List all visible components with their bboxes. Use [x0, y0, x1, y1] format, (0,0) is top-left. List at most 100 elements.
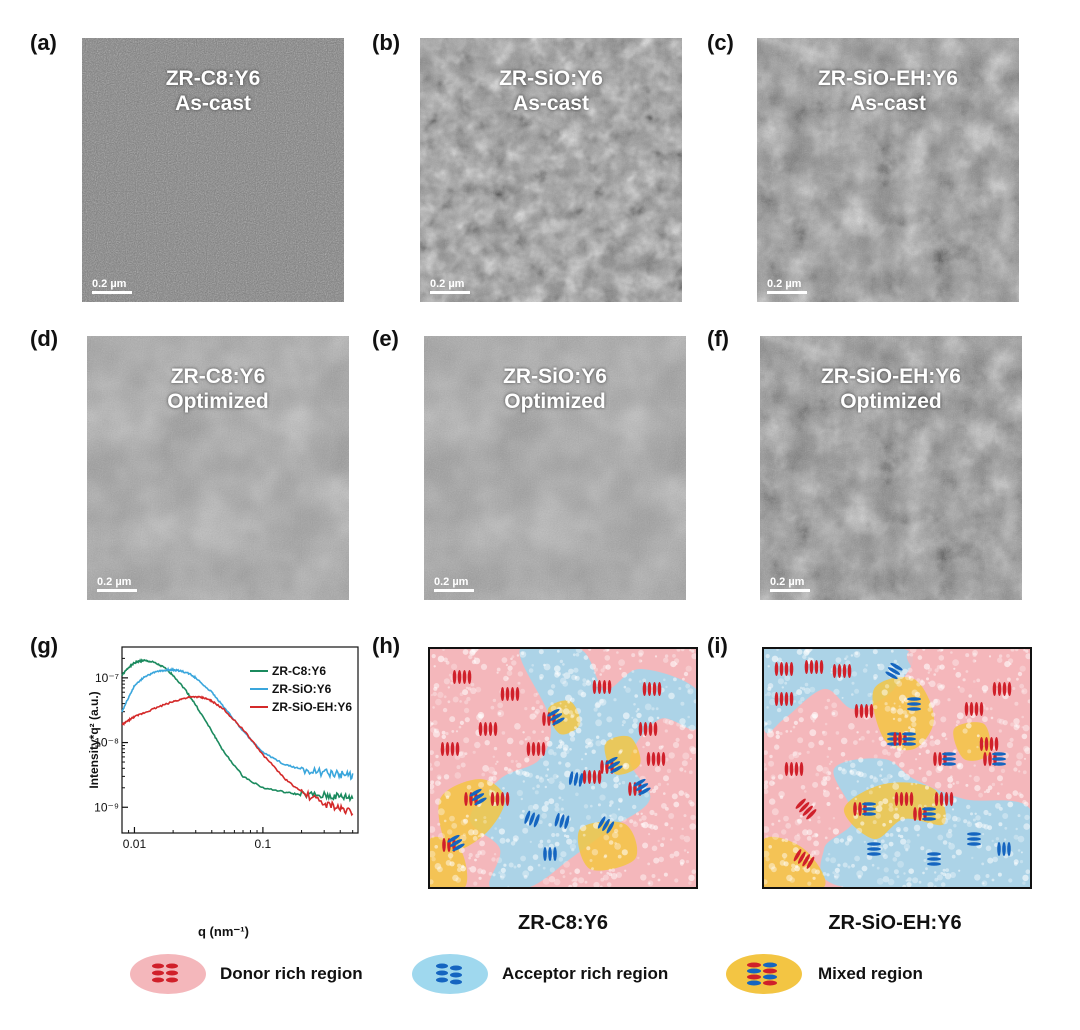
mixed-region [953, 722, 991, 761]
donor-stack [642, 682, 662, 696]
saxs-chart: Intensity*q² (a.u.) 0.01 0.1 10⁻⁹ 10⁻⁸ 10⁻⁷ Z… [86, 643, 360, 859]
acceptor-stack [867, 842, 881, 856]
mixed-region [764, 836, 826, 887]
tem-image-e: ZR-SiO:Y6 Optimized 0.2 µm [424, 336, 686, 600]
saxs-chart-svg: Intensity*q² (a.u.) 0.01 0.1 10⁻⁹ 10⁻⁸ 10⁻⁷ Z… [87, 646, 359, 851]
x-tick-label: 0.01 [123, 837, 147, 851]
mixed-stack [447, 834, 465, 852]
donor-stack [440, 742, 460, 756]
legend-donor-label: Donor rich region [220, 964, 363, 983]
donor-stack [894, 792, 914, 806]
donor-stack [478, 722, 498, 736]
mixed-stack [902, 732, 916, 746]
donor-stack [854, 704, 874, 718]
tem-sample-state: As-cast [175, 92, 251, 115]
morphology-model-h [428, 647, 698, 889]
panel-label-c: (c) [707, 30, 734, 55]
mixed-stack [942, 752, 956, 766]
donor-stack [793, 849, 815, 869]
panel-label-f: (f) [707, 326, 729, 351]
donor-stack [490, 792, 510, 806]
donor-stack [646, 752, 666, 766]
donor-legend-icon [130, 954, 206, 994]
panel-label-g: (g) [30, 633, 59, 658]
plot-frame [121, 646, 359, 834]
mixed-region [438, 779, 506, 851]
acceptor-stack [597, 816, 615, 834]
donor-stack [774, 662, 794, 676]
acceptor-stack [568, 771, 584, 787]
legend-mixed-label: Mixed region [818, 964, 923, 983]
donor-stack [804, 660, 824, 674]
donor-stack [964, 702, 984, 716]
y-axis-label: Intensity*q² (a.u.) [87, 691, 101, 788]
y-tick-label: 10⁻⁷ [95, 671, 119, 685]
mixed-region [577, 821, 638, 871]
acceptor-stack [997, 842, 1011, 856]
mixed-stack [469, 788, 487, 806]
tem-sample-state: As-cast [850, 92, 926, 115]
tem-sample-state: Optimized [504, 390, 606, 413]
series-line-2 [121, 695, 354, 817]
scale-bar: 0.2 µm [770, 576, 810, 592]
acceptor-region [470, 649, 696, 887]
tem-sample-name: ZR-C8:Y6 [170, 365, 266, 388]
donor-region [906, 649, 1030, 689]
mixed-stack [633, 778, 651, 796]
acceptor-stack [885, 662, 903, 680]
donor-stack [784, 762, 804, 776]
panel-label-d: (d) [30, 326, 59, 351]
donor-stack [582, 770, 602, 784]
x-axis-label: q (nm⁻¹) [198, 924, 249, 939]
acceptor-region [764, 649, 913, 734]
mixed-stack [922, 807, 936, 821]
tem-image-f: ZR-SiO-EH:Y6 Optimized 0.2 µm [760, 336, 1022, 600]
tem-image-d: ZR-C8:Y6 Optimized 0.2 µm [87, 336, 349, 600]
mixed-stack [862, 802, 876, 816]
panel-label-e: (e) [372, 326, 399, 351]
donor-stack [832, 664, 852, 678]
tem-image-b: ZR-SiO:Y6 As-cast 0.2 µm [420, 38, 682, 302]
tem-sample-state: As-cast [513, 92, 589, 115]
tem-sample-name: ZR-SiO-EH:Y6 [817, 67, 958, 90]
donor-stack [452, 670, 472, 684]
scale-bar: 0.2 µm [434, 576, 474, 592]
donor-stack [526, 742, 546, 756]
tem-sample-name: ZR-SiO:Y6 [503, 365, 607, 388]
scale-bar: 0.2 µm [92, 278, 132, 294]
legend-entry: ZR-SiO-EH:Y6 [272, 700, 352, 714]
acceptor-stack [554, 812, 570, 830]
scale-bar: 0.2 µm [767, 278, 807, 294]
mixed-stack [547, 708, 565, 726]
donor-stack [592, 680, 612, 694]
tem-image-a: ZR-C8:Y6 As-cast 0.2 µm [82, 38, 344, 302]
mixed-legend-icon [726, 954, 802, 994]
mixed-region [547, 700, 581, 735]
scale-bar: 0.2 µm [430, 278, 470, 294]
acceptor-stack [967, 832, 981, 846]
model-title-h: ZR-C8:Y6 [517, 912, 608, 934]
tem-image-c: ZR-SiO-EH:Y6 As-cast 0.2 µm [757, 38, 1019, 302]
legend-acceptor-label: Acceptor rich region [502, 964, 669, 983]
donor-stack [992, 682, 1012, 696]
series-line-0 [121, 658, 354, 803]
mixed-stack [992, 752, 1006, 766]
y-tick-label: 10⁻⁹ [94, 800, 119, 814]
acceptor-stack [907, 697, 921, 711]
acceptor-legend-icon [412, 954, 488, 994]
tem-sample-name: ZR-SiO:Y6 [499, 67, 603, 90]
y-tick-label: 10⁻⁸ [94, 736, 119, 750]
model-title-i: ZR-SiO-EH:Y6 [828, 912, 962, 934]
donor-stack [500, 687, 520, 701]
donor-stack [795, 798, 817, 820]
panel-label-a: (a) [30, 30, 57, 55]
donor-stack [638, 722, 658, 736]
panel-label-h: (h) [372, 633, 401, 658]
mixed-stack [605, 756, 623, 774]
scale-bar: 0.2 µm [97, 576, 137, 592]
panel-label-i: (i) [707, 633, 728, 658]
donor-stack [774, 692, 794, 706]
donor-stack [934, 792, 954, 806]
acceptor-stack [927, 852, 941, 866]
tem-sample-state: Optimized [840, 390, 942, 413]
